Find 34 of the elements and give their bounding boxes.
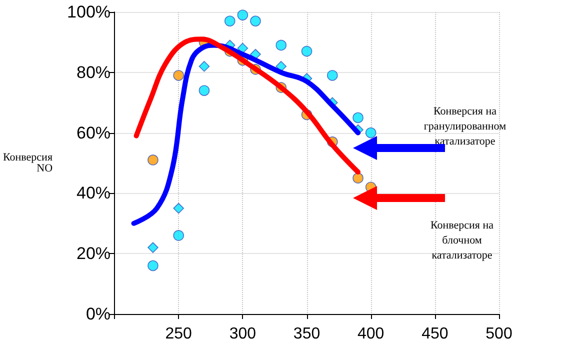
annotation: Конверсия на гранулированном катализаторе [424,106,506,148]
point [250,16,261,26]
y-tick-label: 40% [76,184,111,203]
y-tick-label: 100% [67,2,111,22]
point [352,112,364,124]
point [352,172,364,184]
point [173,230,184,241]
point [301,46,312,57]
y-tick-label: 0% [86,304,111,324]
point [276,60,287,72]
point [276,40,287,51]
annotation: Конверсия на блочном катализаторе [430,220,494,262]
point [148,154,158,166]
point [173,70,184,81]
x-tick-label: 300 [229,326,256,342]
point [237,42,248,54]
point [237,10,248,20]
x-tick-label: 450 [422,326,448,342]
x-tick-label: 400 [357,326,384,342]
x-tick-label: 250 [165,326,192,342]
point [365,127,376,138]
point [198,85,210,96]
point [327,70,338,81]
point [224,16,236,26]
y-tick-label: 60% [76,123,111,142]
x-tick-label: 350 [293,326,320,342]
x-tick-label: 500 [486,326,512,342]
point [198,60,210,72]
point [173,202,184,214]
point [148,260,158,272]
y-tick-label: 20% [76,244,111,264]
y-axis-title: Конверсия NO [2,152,53,174]
point [148,242,158,253]
y-tick-label: 80% [76,62,111,82]
